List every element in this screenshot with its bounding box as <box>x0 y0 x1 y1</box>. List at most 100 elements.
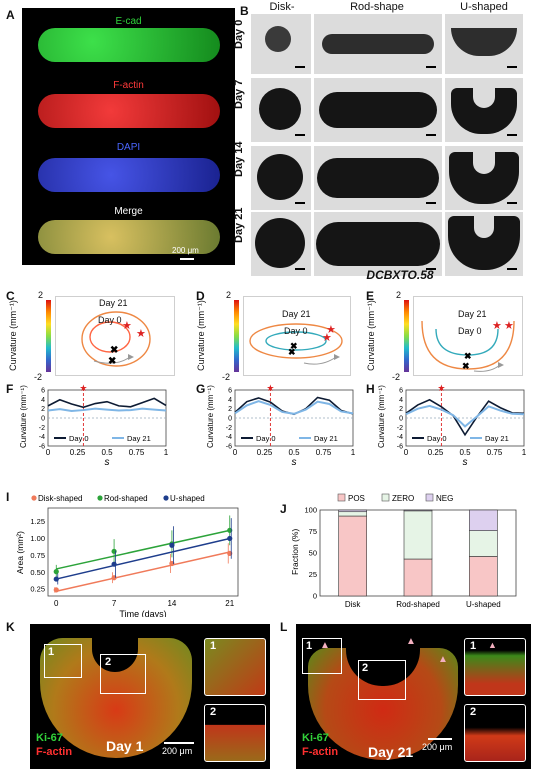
bf-u-day0 <box>445 14 523 74</box>
data-point <box>227 535 233 542</box>
k-roi-1-label: 1 <box>48 646 55 658</box>
legend-marker <box>31 495 37 501</box>
y-tick-label: 6 <box>228 388 232 395</box>
bf-disk-day0 <box>251 14 311 74</box>
l-inset-1-label: 1 <box>470 640 477 652</box>
y-tick-label: -4 <box>226 434 232 441</box>
ecad-stain <box>38 28 220 62</box>
y-axis-label: Fraction (%) <box>290 529 300 575</box>
x-axis-label: s <box>463 457 468 468</box>
series-line <box>234 400 354 415</box>
svg-text:✖: ✖ <box>464 351 472 361</box>
y-tick-label: -2 <box>226 425 232 432</box>
e-day0-label: Day 0 <box>458 326 482 336</box>
fit-line <box>56 537 230 580</box>
data-point <box>53 576 59 582</box>
plot-frame <box>47 507 239 597</box>
x-tick-label: 1 <box>164 448 169 457</box>
x-axis-label: s <box>105 457 110 468</box>
bar-segment <box>338 515 367 597</box>
l-roi-1 <box>302 638 342 674</box>
x-tick-label: 0 <box>233 448 238 457</box>
bar-segment <box>469 530 498 557</box>
y-tick-label: -6 <box>397 444 403 451</box>
ecad-label: E-cad <box>115 16 142 27</box>
x-tick-label: 0.75 <box>129 448 145 457</box>
y-tick-label: 0 <box>399 416 403 423</box>
panel-label-a: A <box>6 8 15 22</box>
svg-text:✖: ✖ <box>290 341 298 351</box>
svg-text:✖: ✖ <box>462 361 470 371</box>
category-label: Rod-shaped <box>396 600 440 609</box>
k-stain-ki67: Ki-67 <box>36 732 63 744</box>
k-day-label: Day 1 <box>106 738 144 754</box>
bf-disk-day7 <box>251 78 311 142</box>
bf-rod-day7 <box>314 78 442 142</box>
y-tick-label: 2 <box>399 406 403 413</box>
svg-text:★: ★ <box>492 320 502 332</box>
fit-line <box>56 551 230 592</box>
x-tick-label: 0.5 <box>101 448 113 457</box>
x-tick-label: 7 <box>112 599 117 608</box>
x-axis-label: s <box>292 457 297 468</box>
bar-segment <box>469 509 498 531</box>
series-line <box>47 407 167 413</box>
k-inset-2-label: 2 <box>210 706 217 718</box>
chart-j: 0 25 50 75 100 Fraction (%) Disk Rod-shaped U-sh… <box>290 493 517 609</box>
bf-u-day7 <box>445 78 523 142</box>
watermark-caption: DCBXTO.58 <box>366 268 434 282</box>
legend-label: Rod-shaped <box>104 494 148 503</box>
x-tick-label: 0 <box>404 448 409 457</box>
y-tick-label: -6 <box>39 444 45 451</box>
x-tick-label: 0 <box>46 448 51 457</box>
reference-star: ★ <box>79 383 87 393</box>
panel-c-frame: ★ ★ ✖ ✖ Day 21 Day 0 <box>55 296 175 376</box>
y-tick-label: -6 <box>226 444 232 451</box>
panel-label-f: F <box>6 382 14 396</box>
legend-label: Day 21 <box>485 434 509 443</box>
bar-segment <box>469 556 498 597</box>
e-day21-label: Day 21 <box>458 309 487 319</box>
l-stain-factin: F-actin <box>302 746 339 758</box>
data-point <box>111 561 117 567</box>
svg-text:✖: ✖ <box>108 356 116 367</box>
y-axis-label: Curvature (mm⁻¹) <box>206 385 215 448</box>
reference-star: ★ <box>266 383 274 393</box>
y-tick-label: 2 <box>41 406 45 413</box>
y-tick-label: 6 <box>41 388 45 395</box>
row-day14: Day 14 <box>233 141 245 177</box>
k-roi-1 <box>44 644 82 678</box>
y-tick-label: 4 <box>228 397 232 404</box>
x-tick-label: 0.5 <box>288 448 300 457</box>
x-tick-label: 0 <box>54 599 59 608</box>
row-day0: Day 0 <box>233 19 245 49</box>
svg-text:★: ★ <box>326 324 336 336</box>
legend-label: NEG <box>436 494 453 503</box>
x-tick-label: 0.75 <box>316 448 332 457</box>
panel-label-e: E <box>366 289 375 303</box>
x-tick-label: 21 <box>225 599 234 608</box>
e-ylabel: Curvature (mm⁻¹) <box>365 300 376 371</box>
bar-segment <box>403 558 433 597</box>
legend-label: Day 0 <box>69 434 89 443</box>
legend-label: Day 21 <box>127 434 151 443</box>
l-scale-bar <box>428 738 452 740</box>
dapi-label: DAPI <box>116 142 141 153</box>
y-tick-label: 0 <box>41 416 45 423</box>
c-ylabel: Curvature (mm⁻¹) <box>7 300 18 371</box>
panel-label-b: B <box>240 4 249 18</box>
colorbar-e <box>404 300 409 372</box>
x-tick-label: 0.75 <box>487 448 503 457</box>
x-tick-label: 0.25 <box>257 448 273 457</box>
category-label: U-shaped <box>466 600 501 609</box>
y-tick-label: 4 <box>41 397 45 404</box>
y-tick-label: 75 <box>309 527 317 536</box>
data-point <box>53 569 59 575</box>
series-line <box>47 397 167 409</box>
y-tick-label: 1.00 <box>30 534 45 543</box>
chart-i: 0.25 0.50 0.75 1.00 1.25 0 7 14 21 Time (days) Are… <box>15 494 239 617</box>
y-axis-label: Area (mm²) <box>15 531 25 574</box>
y-tick-label: 100 <box>304 506 317 515</box>
